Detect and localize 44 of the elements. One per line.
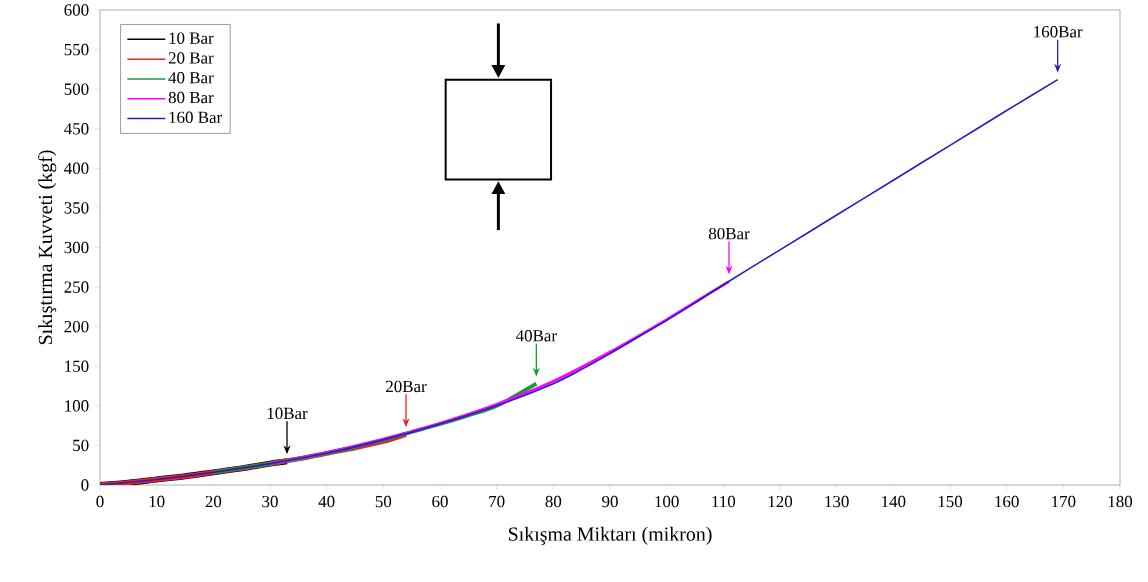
x-axis-title: Sıkışma Miktarı (mikron) <box>508 526 712 545</box>
annotation: 10Bar <box>267 407 308 420</box>
y-tick-label: 200 <box>64 320 89 333</box>
legend-label: 10 Bar <box>169 32 214 44</box>
y-tick-label: 300 <box>64 241 89 254</box>
x-tick-label: 130 <box>825 495 849 508</box>
x-tick-label: 80 <box>545 495 562 508</box>
y-tick-label: 50 <box>73 439 89 452</box>
y-tick-label: 100 <box>65 400 89 412</box>
x-tick-label: 140 <box>882 495 906 508</box>
legend-label: 160 Bar <box>169 111 223 124</box>
x-tick-label: 150 <box>938 495 963 508</box>
y-tick-label: 450 <box>64 123 89 135</box>
y-axis-title: Sıkıştırma Kuvveti (kgf) <box>37 150 57 345</box>
annotation: 40Bar <box>515 330 557 342</box>
annotation: 160Bar <box>1034 26 1083 38</box>
x-tick-label: 180 <box>1108 495 1133 508</box>
legend-label: 40 Bar <box>168 72 214 84</box>
y-tick-label: 500 <box>64 83 89 95</box>
x-tick-label: 70 <box>489 495 505 508</box>
x-tick-label: 30 <box>262 495 278 508</box>
x-tick-label: 160 <box>995 495 1019 508</box>
x-tick-label: 10 <box>149 495 165 508</box>
legend-label: 80 Bar <box>168 91 214 104</box>
x-tick-label: 120 <box>768 495 793 508</box>
x-tick-label: 90 <box>602 495 618 508</box>
x-tick-label: 20 <box>205 495 222 508</box>
annotation: 80Bar <box>708 227 750 240</box>
x-tick-label: 40 <box>318 495 335 508</box>
y-tick-label: 550 <box>64 43 89 56</box>
y-tick-label: 150 <box>65 360 89 372</box>
x-tick-label: 50 <box>375 495 392 508</box>
legend-label: 20 Bar <box>168 52 214 64</box>
x-tick-label: 110 <box>712 495 736 508</box>
y-tick-label: 400 <box>64 162 89 175</box>
x-tick-label: 0 <box>96 495 104 508</box>
x-tick-label: 60 <box>432 495 448 508</box>
x-tick-label: 100 <box>655 495 679 508</box>
x-tick-label: 170 <box>1052 495 1076 508</box>
y-tick-label: 250 <box>64 281 89 293</box>
annotation: 20Bar <box>386 380 427 393</box>
y-tick-label: 0 <box>81 479 89 491</box>
y-tick-label: 350 <box>64 202 89 214</box>
y-tick-label: 600 <box>64 4 89 16</box>
